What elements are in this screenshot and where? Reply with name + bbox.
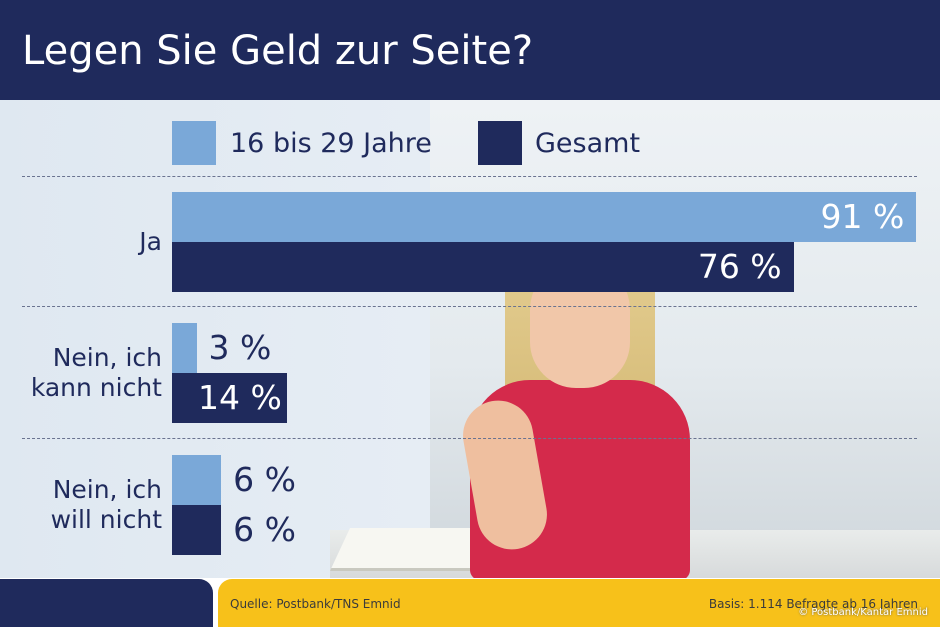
legend-label-gesamt: Gesamt (535, 128, 641, 159)
value-label: 3 % (208, 328, 272, 367)
bar-young (172, 323, 197, 373)
bar-young (172, 192, 917, 242)
chart-title: Legen Sie Geld zur Seite? (22, 28, 534, 74)
category-label: Ja (139, 227, 162, 256)
value-label: 14 % (198, 378, 282, 417)
divider-2 (22, 438, 917, 439)
category-label: Nein, ich kann nicht (30, 343, 162, 402)
divider-top (22, 176, 917, 177)
bar-total (172, 505, 222, 555)
legend-label-16-29: 16 bis 29 Jahre (230, 128, 432, 159)
value-label: 6 % (233, 510, 296, 549)
footer-left-bar (0, 579, 213, 627)
basis-note: Basis: 1.114 Befragte ab 16 Jahren (708, 597, 918, 611)
header-bar (0, 0, 940, 100)
category-label: Nein, ich will nicht (50, 475, 162, 534)
legend-swatch-gesamt (478, 121, 522, 165)
value-label: 76 % (697, 247, 782, 286)
source-note: Quelle: Postbank/TNS Emnid (230, 597, 401, 611)
chart-panel (0, 100, 940, 578)
bar-total (172, 242, 794, 292)
footer-right-bar (218, 579, 940, 627)
value-label: 91 % (820, 197, 905, 236)
copyright-note: © Postbank/Kantar Emnid (798, 607, 928, 618)
bar-young (172, 455, 222, 505)
value-label: 6 % (233, 460, 296, 499)
divider-1 (22, 306, 917, 307)
legend-swatch-16-29 (172, 121, 216, 165)
bar-total (172, 373, 287, 423)
